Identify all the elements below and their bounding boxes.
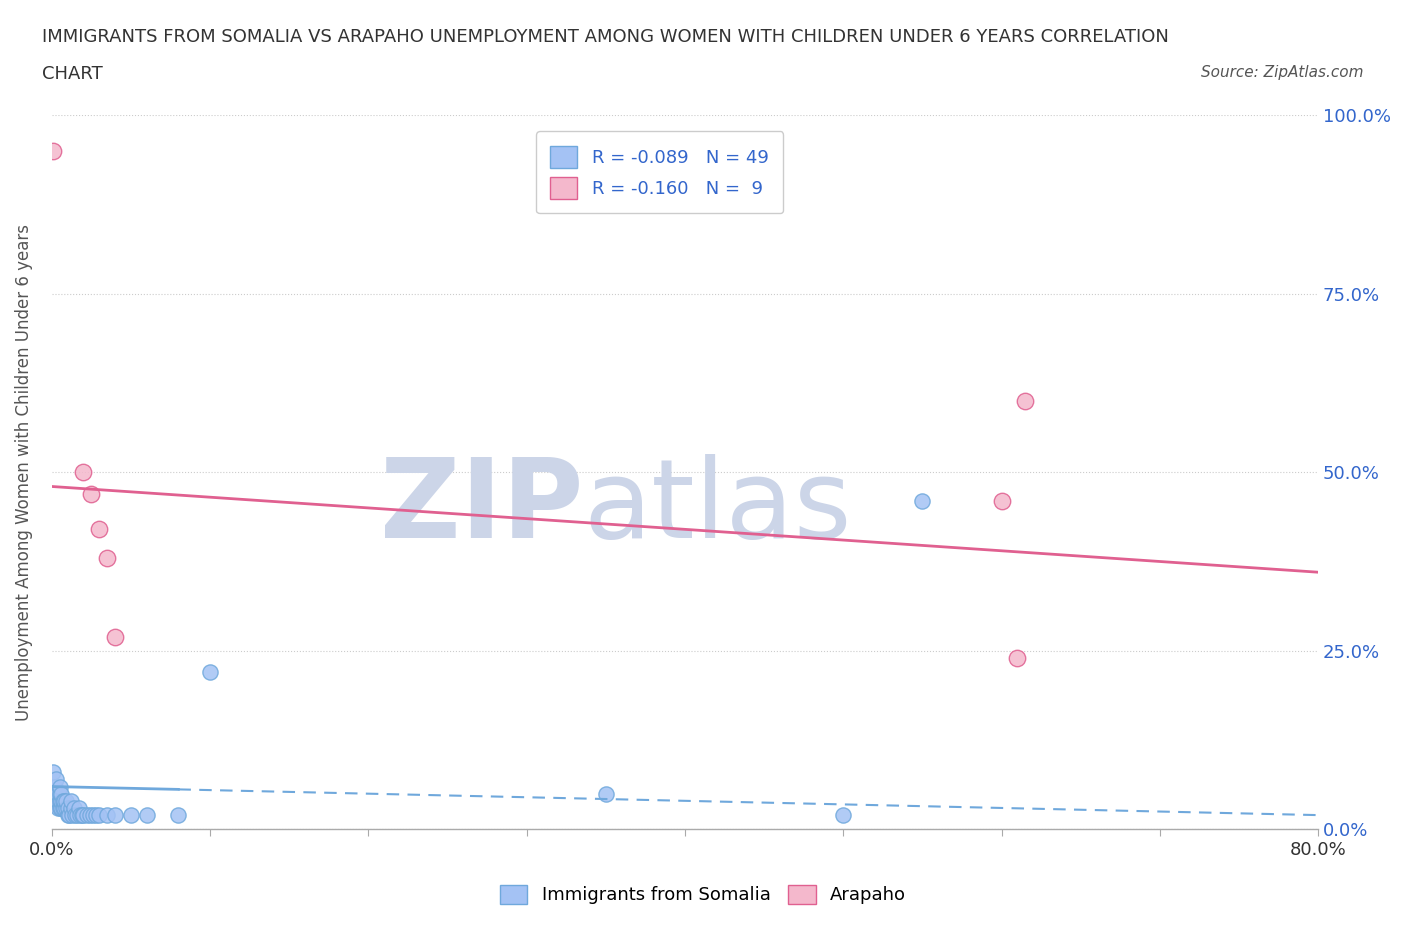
Point (55, 801, 77, 816)
Point (69, 807, 91, 822)
Point (135, 807, 157, 822)
Point (67, 801, 90, 816)
Point (990, 493, 1012, 508)
Point (76, 807, 98, 822)
Point (65, 807, 87, 822)
Point (832, 807, 855, 822)
Point (44, 786, 66, 801)
Point (48, 786, 70, 801)
Text: ZIP: ZIP (380, 455, 583, 562)
Point (79, 807, 101, 822)
Point (198, 665, 221, 680)
Text: Source: ZipAtlas.com: Source: ZipAtlas.com (1201, 65, 1364, 80)
Point (82, 807, 104, 822)
Point (104, 807, 127, 822)
Point (89, 522, 111, 537)
Legend: R = -0.089   N = 49, R = -0.160   N =  9: R = -0.089 N = 49, R = -0.160 N = 9 (536, 131, 783, 213)
Point (53, 801, 76, 816)
Point (46, 786, 69, 801)
Y-axis label: Unemployment Among Women with Children Under 6 years: Unemployment Among Women with Children U… (15, 224, 32, 721)
Point (52, 801, 75, 816)
Point (1007, 650, 1029, 665)
Point (56, 807, 79, 822)
Point (56, 801, 79, 816)
Point (45, 772, 67, 787)
Text: IMMIGRANTS FROM SOMALIA VS ARAPAHO UNEMPLOYMENT AMONG WOMEN WITH CHILDREN UNDER : IMMIGRANTS FROM SOMALIA VS ARAPAHO UNEMP… (42, 28, 1168, 46)
Point (911, 493, 934, 508)
Point (104, 629, 127, 644)
Point (51, 786, 73, 801)
Point (52, 793, 75, 808)
Point (96, 551, 118, 565)
Point (51, 801, 73, 816)
Point (42, 764, 65, 779)
Text: atlas: atlas (583, 455, 852, 562)
Point (72, 465, 94, 480)
Point (1014, 393, 1036, 408)
Point (595, 786, 617, 801)
Point (58, 807, 80, 822)
Point (80, 486, 103, 501)
Point (59, 793, 82, 808)
Point (120, 807, 142, 822)
Point (48, 779, 70, 794)
Point (46, 793, 69, 808)
Point (96, 807, 118, 822)
Point (60, 807, 83, 822)
Point (48, 801, 70, 816)
Point (51, 793, 73, 808)
Point (63, 801, 86, 816)
Point (46, 801, 69, 816)
Point (45, 793, 67, 808)
Point (167, 807, 190, 822)
Point (72, 807, 94, 822)
Point (48, 793, 70, 808)
Point (66, 807, 89, 822)
Legend: Immigrants from Somalia, Arapaho: Immigrants from Somalia, Arapaho (492, 878, 914, 911)
Point (84, 807, 107, 822)
Point (42, 143, 65, 158)
Point (53, 793, 76, 808)
Point (55, 793, 77, 808)
Point (70, 807, 93, 822)
Text: CHART: CHART (42, 65, 103, 83)
Point (89, 807, 111, 822)
Point (45, 786, 67, 801)
Point (59, 801, 82, 816)
Point (44, 779, 66, 794)
